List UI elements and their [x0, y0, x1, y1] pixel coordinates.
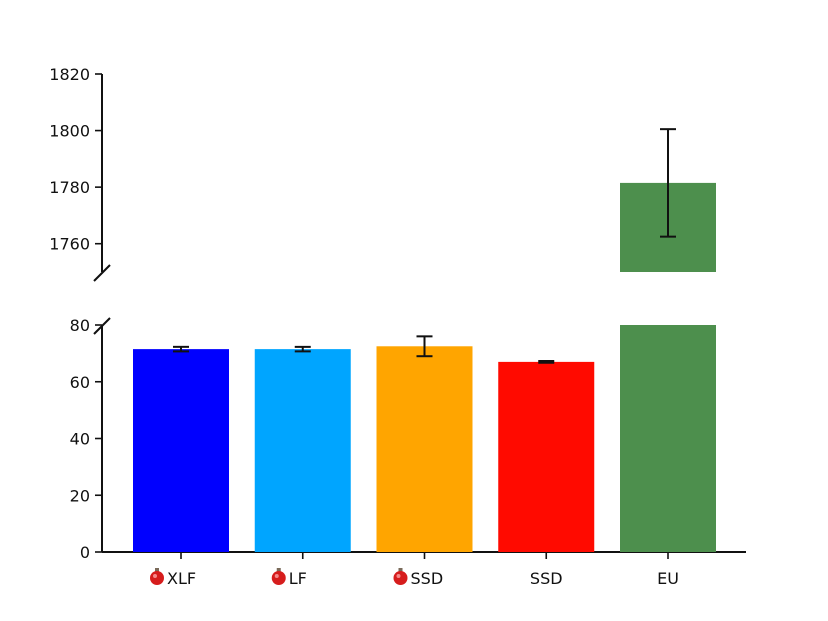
lower-y-tick-label-2: 40	[70, 430, 90, 449]
flask-icon-0	[150, 568, 164, 585]
upper-y-tick-label-3: 1820	[49, 65, 90, 84]
axis-break-upper	[93, 264, 111, 282]
flask-body	[150, 571, 164, 585]
flask-neck	[276, 568, 281, 572]
upper-y-tick-label-2: 1800	[49, 122, 90, 141]
category-labels: XLF LF SSD SSD EU	[150, 568, 679, 588]
bar-3	[498, 361, 595, 552]
flask-highlight	[153, 574, 157, 578]
bar-2	[376, 346, 473, 552]
bar-0	[133, 349, 229, 552]
category-label-3: SSD	[530, 569, 563, 588]
category-label-4: EU	[657, 569, 679, 588]
lower-y-tick-label-1: 20	[70, 486, 90, 505]
flask-icon-2	[393, 568, 408, 585]
flask-neck	[398, 568, 403, 572]
category-label-1: LF	[289, 569, 307, 588]
bar-4-lower	[620, 325, 716, 552]
category-label-0: XLF	[167, 569, 196, 588]
upper-y-tick-label-0: 1760	[49, 235, 90, 254]
flask-highlight	[274, 574, 279, 578]
bar-1	[254, 349, 351, 552]
lower-y-tick-label-4: 80	[70, 316, 90, 335]
axis-break-lower	[93, 317, 111, 335]
upper-axis-panel: 1760 1780 1800 1820	[49, 65, 111, 282]
lower-y-tick-label-3: 60	[70, 373, 90, 392]
flask-body	[393, 571, 408, 585]
flask-neck	[155, 568, 159, 572]
flask-highlight	[396, 574, 401, 578]
lower-y-tick-label-0: 0	[80, 543, 90, 562]
flask-icon-1	[271, 568, 286, 585]
bars-group	[133, 128, 716, 552]
flask-body	[271, 571, 286, 585]
upper-y-tick-label-1: 1780	[49, 178, 90, 197]
category-label-2: SSD	[411, 569, 444, 588]
